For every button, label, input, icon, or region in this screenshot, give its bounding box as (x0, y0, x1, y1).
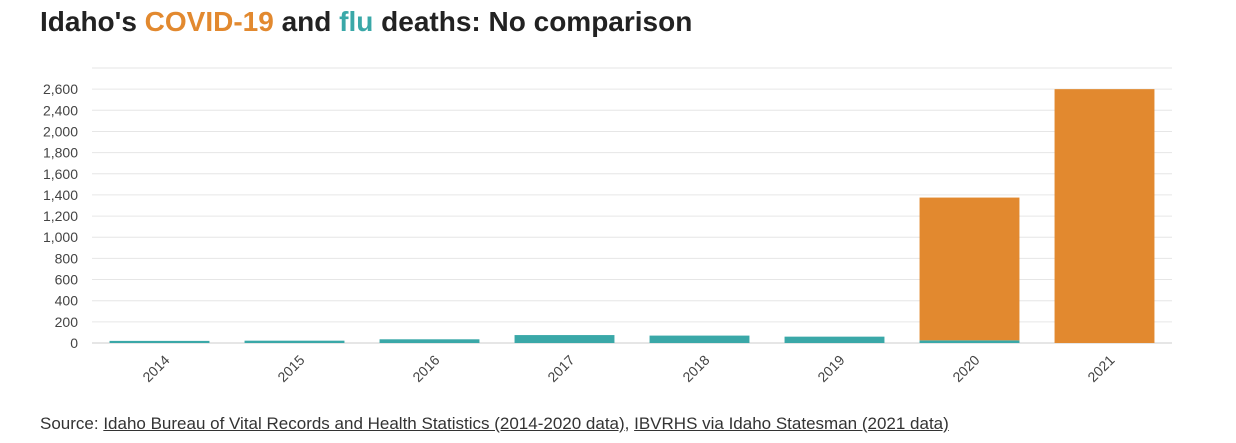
source-note: Source: Idaho Bureau of Vital Records an… (40, 414, 949, 434)
bar-flu-2020 (919, 340, 1020, 343)
bar-flu-2015 (244, 340, 345, 343)
y-tick-label: 200 (55, 314, 79, 330)
title-middle: and (273, 6, 340, 37)
y-tick-label: 400 (55, 293, 79, 309)
y-tick-label: 1,800 (43, 145, 78, 161)
bar-flu-2017 (514, 335, 615, 343)
x-tick-label: 2020 (949, 352, 982, 385)
source-link-statesman[interactable]: IBVRHS via Idaho Statesman (2021 data) (634, 414, 949, 433)
y-tick-label: 2,400 (43, 102, 78, 118)
source-link-vital-records[interactable]: Idaho Bureau of Vital Records and Health… (103, 414, 625, 433)
title-covid: COVID-19 (144, 6, 274, 37)
y-tick-label: 1,400 (43, 187, 78, 203)
y-axis-ticks: 0 200 400 600 800 1,000 1,200 1,400 1,600 1,800 2,… (43, 81, 78, 351)
x-tick-label: 2021 (1084, 352, 1117, 385)
title-suffix: deaths: No comparison (373, 6, 693, 37)
bar-covid-2021 (1054, 89, 1155, 344)
y-tick-label: 1,000 (43, 229, 78, 245)
y-tick-label: 0 (70, 335, 78, 351)
bar-chart: 0 200 400 600 800 1,000 1,200 1,400 1,600 1,800 2,… (43, 67, 1172, 385)
title-flu: flu (339, 6, 374, 37)
chart-title: Idaho's COVID-19 and flu deaths: No comp… (40, 6, 692, 38)
source-separator: , (624, 414, 635, 433)
x-tick-label: 2018 (679, 352, 712, 385)
x-tick-label: 2014 (139, 352, 172, 385)
bar-flu-2018 (649, 335, 750, 343)
bars (109, 89, 1155, 344)
x-tick-label: 2016 (409, 352, 442, 385)
y-tick-label: 2,000 (43, 123, 78, 139)
y-tick-label: 2,600 (43, 81, 78, 97)
source-label: Source: (40, 414, 104, 433)
bar-flu-2019 (784, 336, 885, 343)
x-tick-label: 2019 (814, 352, 847, 385)
bar-covid-2020 (919, 197, 1020, 341)
x-tick-label: 2015 (274, 352, 307, 385)
title-prefix: Idaho's (40, 6, 145, 37)
y-tick-label: 800 (55, 250, 79, 266)
x-axis-ticks: 2014 2015 2016 2017 2018 2019 2020 2021 (139, 352, 1117, 385)
y-tick-label: 1,200 (43, 208, 78, 224)
bar-flu-2014 (109, 340, 210, 343)
bar-flu-2016 (379, 339, 480, 343)
y-tick-label: 600 (55, 272, 79, 288)
x-tick-label: 2017 (544, 352, 577, 385)
y-tick-label: 1,600 (43, 166, 78, 182)
